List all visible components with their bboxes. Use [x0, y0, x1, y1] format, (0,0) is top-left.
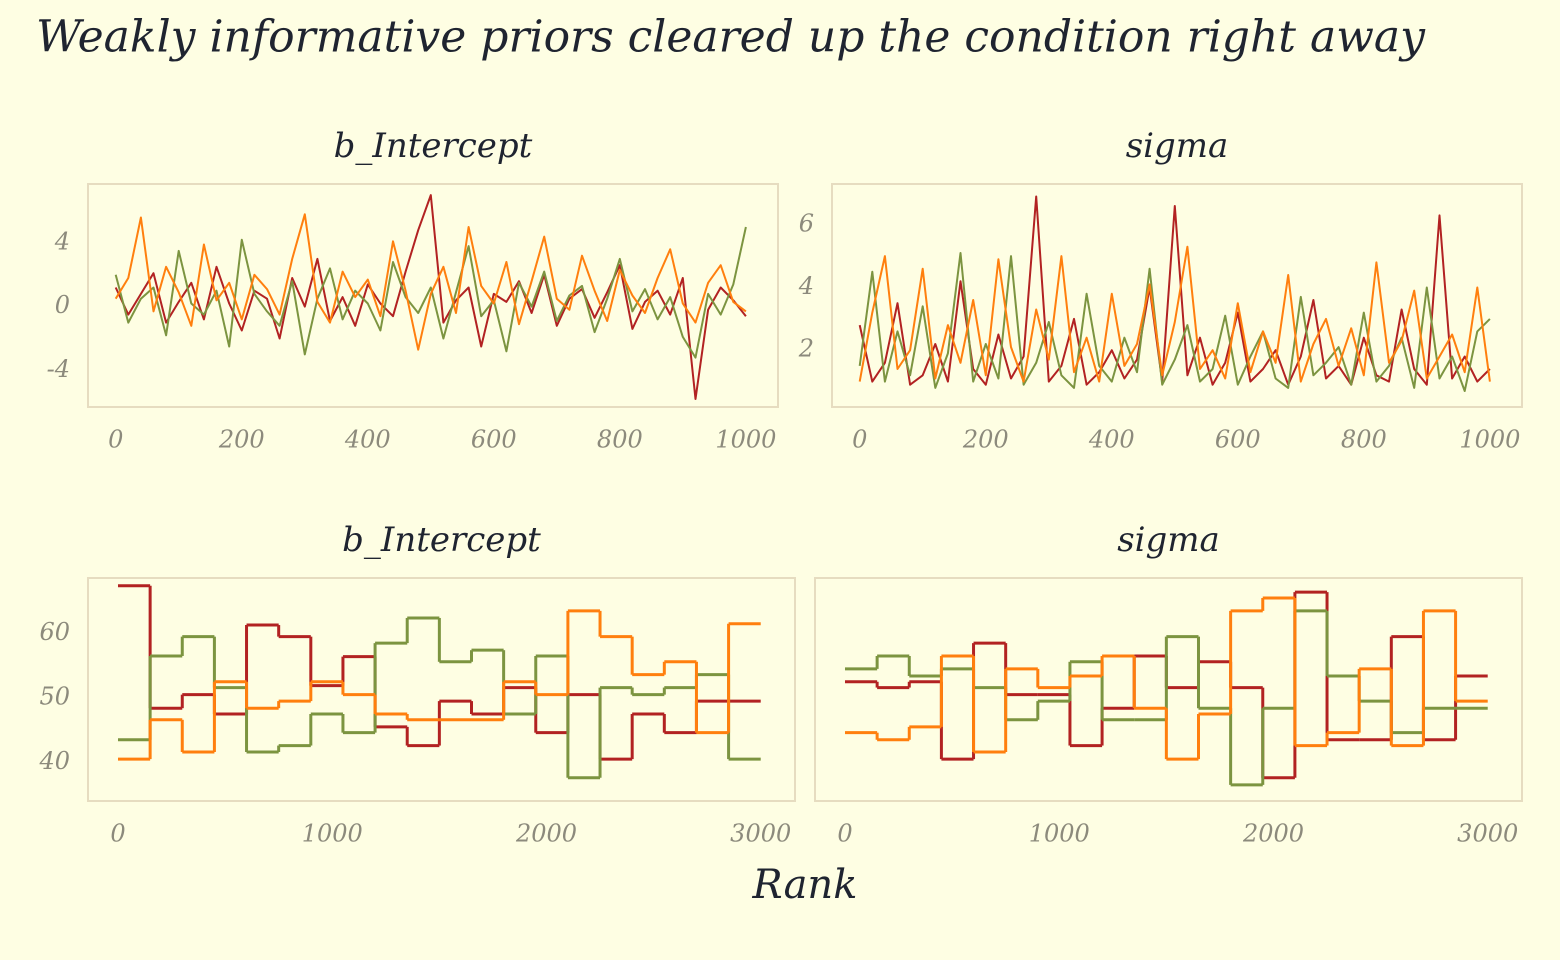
- x-tick-label: 3000: [730, 820, 791, 848]
- trace-line: [858, 245, 1491, 383]
- y-tick-label: -4: [47, 355, 70, 383]
- panel-title: sigma: [1126, 126, 1229, 166]
- trace-line: [114, 213, 747, 351]
- y-tick-label: 6: [799, 209, 814, 237]
- x-tick-label: 2000: [1242, 820, 1304, 848]
- x-tick-label: 0: [837, 820, 852, 848]
- x-tick-label: 1000: [1459, 426, 1520, 454]
- panel-frame: [87, 183, 779, 408]
- y-tick-label: 50: [39, 682, 70, 710]
- figure-title: Weakly informative priors cleared up the…: [36, 12, 1426, 63]
- x-tick-label: 2000: [515, 820, 577, 848]
- x-tick-label: 1000: [715, 426, 776, 454]
- trace-line: [114, 226, 747, 359]
- panel-frame: [831, 183, 1523, 408]
- panel-title: sigma: [1117, 520, 1220, 560]
- x-tick-label: 600: [471, 426, 517, 454]
- x-axis-label: Rank: [752, 862, 858, 908]
- x-tick-label: 0: [110, 820, 125, 848]
- x-tick-label: 0: [852, 426, 867, 454]
- y-tick-label: 4: [798, 272, 814, 300]
- y-tick-label: 4: [54, 227, 70, 255]
- panel-title: b_Intercept: [342, 520, 541, 560]
- x-tick-label: 3000: [1457, 820, 1518, 848]
- x-tick-label: 200: [962, 426, 1009, 454]
- trace-line: [858, 252, 1491, 392]
- x-tick-label: 800: [597, 426, 643, 454]
- y-tick-label: 2: [798, 335, 814, 363]
- trace-line: [114, 194, 747, 400]
- x-tick-label: 0: [108, 426, 123, 454]
- panel-title: b_Intercept: [334, 126, 533, 166]
- y-tick-label: 0: [55, 291, 70, 319]
- x-tick-label: 800: [1341, 426, 1387, 454]
- x-tick-label: 600: [1215, 426, 1261, 454]
- x-tick-label: 1000: [302, 820, 363, 848]
- x-tick-label: 1000: [1029, 820, 1090, 848]
- x-tick-label: 400: [1088, 426, 1135, 454]
- panel-frame: [87, 577, 796, 802]
- y-tick-label: 60: [39, 618, 70, 646]
- x-tick-label: 200: [218, 426, 265, 454]
- x-tick-label: 400: [344, 426, 391, 454]
- trace-line: [858, 195, 1491, 386]
- y-tick-label: 40: [38, 747, 70, 775]
- panel-frame: [814, 577, 1523, 802]
